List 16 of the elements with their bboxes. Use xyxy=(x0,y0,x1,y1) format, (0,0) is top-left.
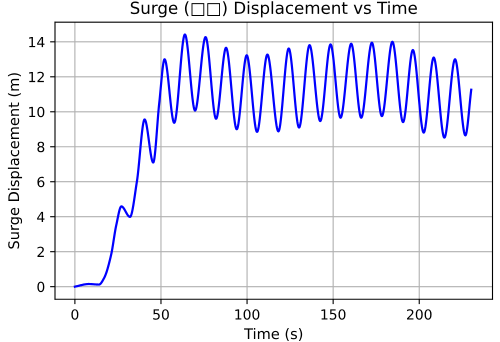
y-tick-label: 10 xyxy=(29,106,44,118)
chart-title: Surge (□□) Displacement vs Time xyxy=(130,1,417,18)
x-tick-label: 50 xyxy=(153,309,169,320)
y-tick-label: 2 xyxy=(37,246,44,257)
x-tick-label: 100 xyxy=(235,309,260,320)
x-axis-title: Time (s) xyxy=(244,328,302,341)
x-tick-label: 150 xyxy=(321,309,346,320)
y-axis-title: Surge Displacement (m) xyxy=(8,73,22,249)
y-tick-label: 6 xyxy=(37,176,44,188)
y-tick-label: 12 xyxy=(29,72,44,82)
y-tick-label: 14 xyxy=(29,36,44,48)
x-tick-label: 0 xyxy=(71,309,78,320)
y-tick-label: 0 xyxy=(37,282,44,292)
y-tick-label: 4 xyxy=(37,212,44,222)
y-tick-label: 8 xyxy=(37,142,44,152)
x-tick-label: 200 xyxy=(407,309,432,320)
